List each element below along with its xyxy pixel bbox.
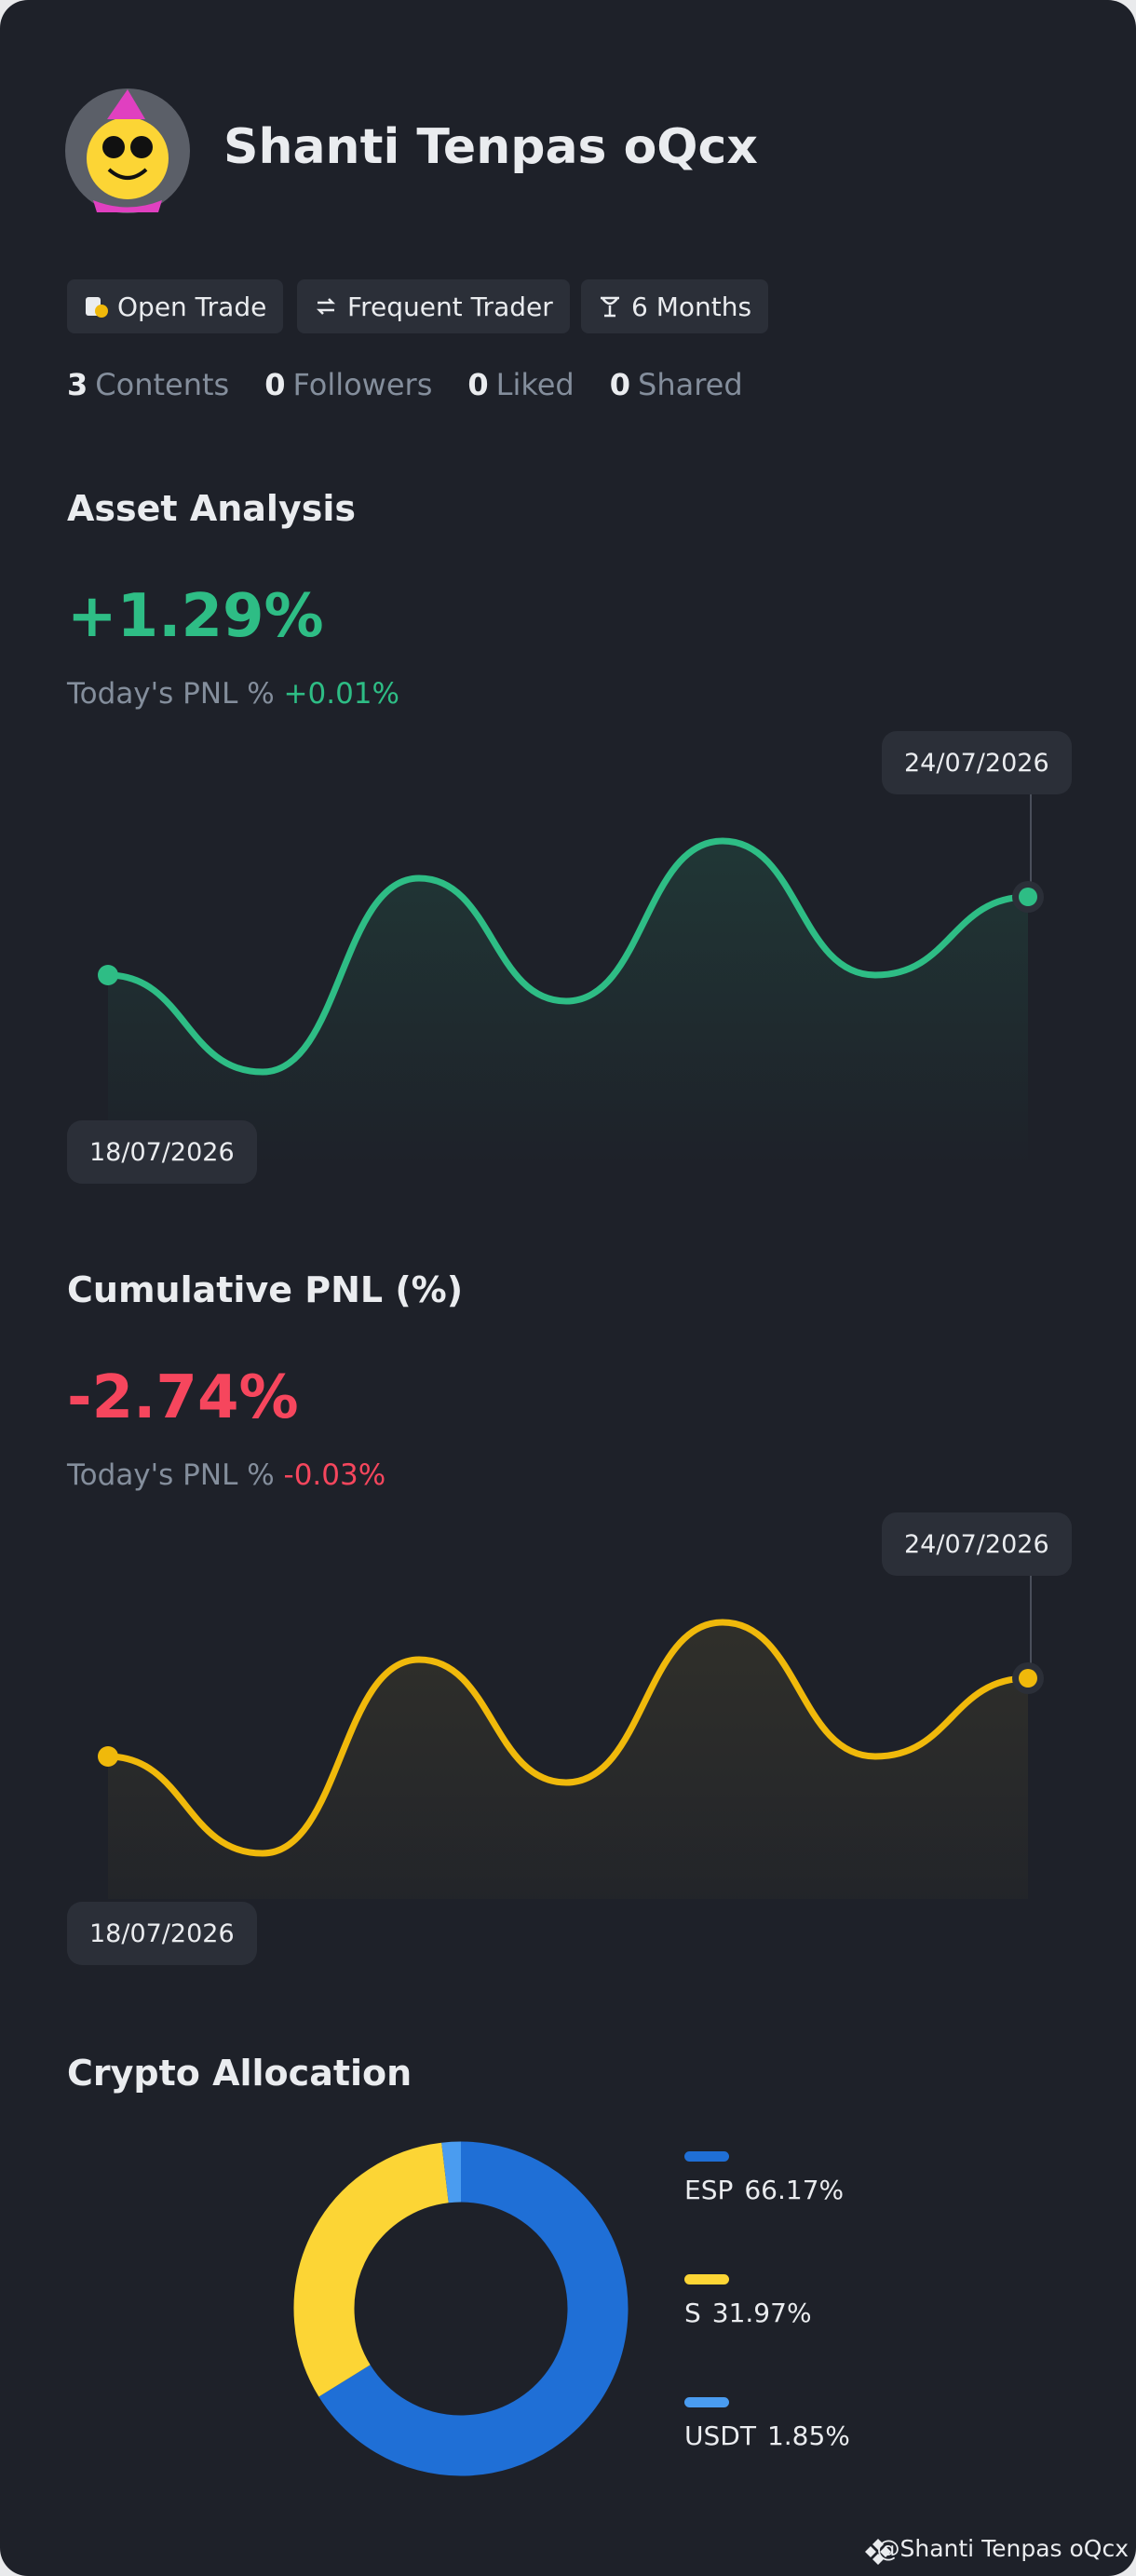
- donut-segment: [441, 2141, 462, 2203]
- legend-item: ESP 66.17%: [684, 2151, 850, 2274]
- chart-line: [107, 1619, 1029, 1857]
- legend-name: S: [684, 2298, 701, 2328]
- end-date: 24/07/2026: [882, 731, 1072, 794]
- legend-swatch: [684, 2397, 729, 2407]
- tag[interactable]: 6 Months: [581, 279, 769, 333]
- today-value: -0.03%: [283, 1458, 386, 1492]
- section-title: Cumulative PNL (%): [67, 1269, 464, 1310]
- stat-count: 3: [67, 367, 88, 402]
- legend-name: USDT: [684, 2420, 756, 2451]
- tag-icon: [86, 297, 108, 318]
- donut-segment: [318, 2141, 629, 2476]
- legend-swatch: [684, 2151, 729, 2162]
- legend-value: 66.17%: [744, 2175, 845, 2205]
- stat[interactable]: 3 Contents: [67, 367, 229, 402]
- tag-label: 6 Months: [631, 291, 752, 322]
- legend-name: ESP: [684, 2175, 734, 2205]
- section-title: Asset Analysis: [67, 488, 356, 529]
- stat[interactable]: 0 Followers: [264, 367, 432, 402]
- stat[interactable]: 0 Liked: [467, 367, 574, 402]
- end-date: 24/07/2026: [882, 1512, 1072, 1576]
- legend-text: S 31.97%: [684, 2298, 850, 2328]
- asset-chart: [98, 745, 1044, 1166]
- stat-label: Liked: [495, 367, 575, 402]
- stat-label: Contents: [95, 367, 230, 402]
- today-label: Today's PNL %: [67, 677, 275, 711]
- stat-count: 0: [264, 367, 286, 402]
- donut-segment: [293, 2142, 450, 2397]
- legend-text: USDT 1.85%: [684, 2420, 850, 2451]
- today-label: Today's PNL %: [67, 1458, 275, 1492]
- start-date: 18/07/2026: [67, 1120, 257, 1184]
- pnl-chart: [98, 1526, 1044, 1947]
- donut-chart: [293, 2141, 629, 2476]
- pnl-value: -2.74%: [67, 1363, 299, 1432]
- legend: ESP 66.17% S 31.97% USDT 1.85%: [684, 2151, 850, 2520]
- today-value: +0.01%: [283, 677, 399, 711]
- today-pnl: Today's PNL % -0.03%: [67, 1458, 385, 1492]
- chart-line: [107, 837, 1029, 1076]
- stat-label: Shared: [638, 367, 743, 402]
- avatar: [65, 88, 190, 213]
- today-pnl: Today's PNL % +0.01%: [67, 677, 399, 711]
- tag[interactable]: Frequent Trader: [297, 279, 570, 333]
- stat-count: 0: [609, 367, 630, 402]
- tag-label: Open Trade: [117, 291, 267, 322]
- stats-row: 3 Contents 0 Followers 0 Liked 0 Shared: [67, 367, 743, 402]
- watermark-icon: [865, 2539, 891, 2565]
- stat-label: Followers: [292, 367, 433, 402]
- tag-icon: [316, 298, 336, 315]
- user-name: Shanti Tenpas oQcx: [223, 119, 758, 175]
- asset-value: +1.29%: [67, 582, 324, 651]
- legend-swatch: [684, 2274, 729, 2285]
- tag[interactable]: Open Trade: [67, 279, 284, 333]
- start-date: 18/07/2026: [67, 1902, 257, 1965]
- legend-item: S 31.97%: [684, 2274, 850, 2397]
- stat-count: 0: [467, 367, 489, 402]
- stat[interactable]: 0 Shared: [610, 367, 743, 402]
- tag-label: Frequent Trader: [347, 291, 553, 322]
- legend-text: ESP 66.17%: [684, 2175, 850, 2205]
- tag-icon: [601, 296, 619, 318]
- legend-value: 1.85%: [766, 2420, 850, 2451]
- section-title: Crypto Allocation: [67, 2053, 412, 2094]
- legend-value: 31.97%: [711, 2298, 812, 2328]
- legend-item: USDT 1.85%: [684, 2397, 850, 2520]
- watermark: @Shanti Tenpas oQcx: [876, 2535, 1129, 2562]
